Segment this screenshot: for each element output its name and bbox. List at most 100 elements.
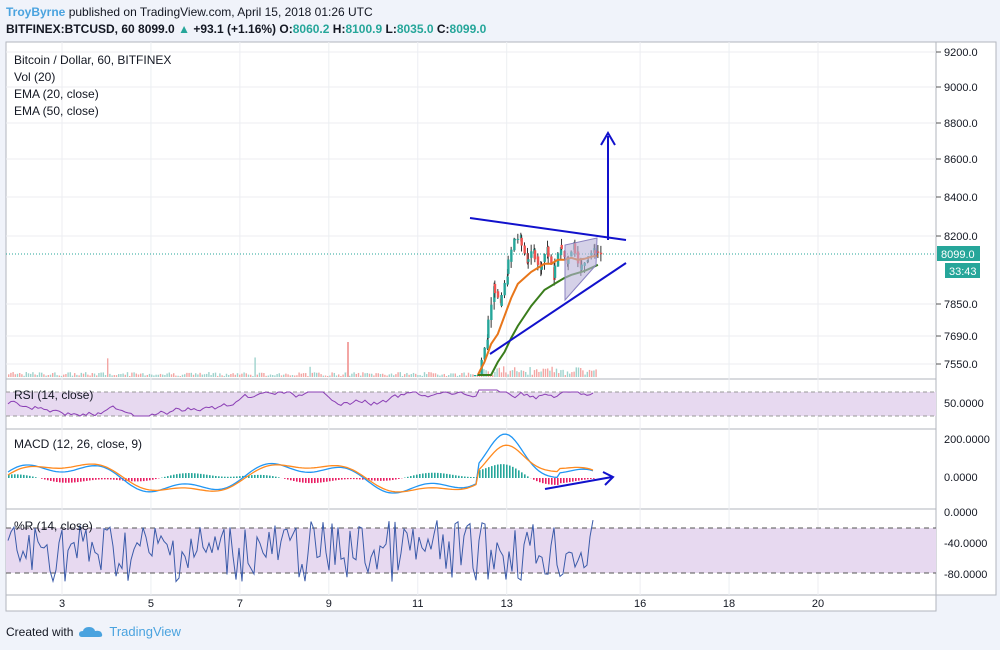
legend-macd[interactable]: MACD (12, 26, close, 9): [14, 437, 143, 451]
macd-histogram-bar: [23, 474, 25, 478]
time-tick-labels: 3 5 7 9 11 13 16 18 20: [59, 598, 824, 610]
triangle-fill-shape[interactable]: [564, 237, 598, 302]
time-axis[interactable]: [5, 594, 937, 612]
macd-histogram-bar: [581, 478, 583, 481]
price-tick-label: 9200.0: [944, 47, 978, 59]
volume-bar: [586, 371, 588, 377]
volume-bar: [10, 372, 12, 377]
volume-bar: [166, 373, 168, 377]
legend-rsi[interactable]: RSI (14, close): [14, 388, 94, 402]
volume-bar: [373, 375, 375, 377]
macd-histogram-bar: [215, 475, 217, 478]
macd-divergence-arrow[interactable]: [544, 476, 613, 490]
volume-bar: [533, 370, 536, 377]
macd-histogram-bar: [347, 478, 349, 480]
volume-bar: [593, 370, 595, 377]
macd-histogram-bar: [518, 470, 520, 478]
volume-bar: [456, 375, 459, 377]
indicator-tick-label: 50.0000: [944, 398, 984, 410]
volume-bar: [148, 373, 151, 377]
volume-bar: [384, 374, 386, 377]
volume-bar: [500, 372, 503, 377]
time-tick-label: 20: [812, 598, 824, 610]
volume-bar: [252, 375, 254, 377]
volume-bar: [85, 372, 87, 377]
legend-vol[interactable]: Vol (20): [14, 70, 56, 84]
volume-bar: [575, 367, 577, 377]
macd-histogram-bar: [41, 478, 43, 479]
upper-trendline[interactable]: [469, 217, 627, 241]
macd-histogram-bar: [179, 473, 181, 478]
candle-body: [493, 283, 497, 294]
macd-histogram-bar: [428, 472, 430, 478]
macd-histogram-bar: [338, 478, 340, 480]
legend-ema50[interactable]: EMA (50, close): [14, 104, 99, 118]
volume-bar: [553, 372, 555, 377]
volume-bar: [305, 373, 307, 377]
volume-bar: [467, 372, 470, 377]
volume-bar: [82, 373, 85, 377]
macd-histogram-bar: [110, 478, 112, 480]
volume-bar: [49, 374, 52, 377]
lower-trendline[interactable]: [489, 262, 627, 355]
volume-bar: [69, 372, 71, 377]
price-pane[interactable]: [5, 41, 937, 380]
macd-histogram-bar: [329, 478, 331, 482]
volume-bar: [318, 372, 320, 377]
tradingview-cloud-icon: [79, 626, 103, 637]
macd-histogram-bar: [89, 478, 91, 481]
up-arrow-icon: ▲: [178, 22, 190, 36]
volume-bar: [351, 373, 353, 377]
macd-histogram-bar: [566, 478, 568, 483]
indicator-scale-labels: 50.0000 200.0000 0.0000 0.0000 -40.0000 -80.0…: [944, 398, 990, 581]
volume-bar: [320, 374, 322, 377]
macd-histogram-bar: [206, 474, 208, 478]
price-scale[interactable]: [935, 41, 997, 596]
volume-bar: [280, 375, 283, 377]
macd-histogram-bar: [65, 478, 67, 483]
volume-bar: [588, 369, 591, 377]
volume-bar: [542, 368, 544, 377]
volume-bar: [52, 373, 54, 377]
macd-histogram-bar: [305, 478, 307, 483]
macd-histogram-bar: [575, 478, 577, 482]
volume-bar: [269, 374, 272, 377]
macd-histogram-bar: [101, 478, 103, 480]
candle-body: [599, 252, 603, 255]
volume-bar: [562, 369, 564, 377]
legend-wr[interactable]: %R (14, close): [14, 519, 93, 533]
macd-histogram-bar: [467, 476, 469, 478]
macd-histogram-bar: [287, 478, 289, 480]
volume-bar: [347, 342, 349, 377]
volume-bar: [393, 375, 395, 377]
publish-line: TroyByrne published on TradingView.com, …: [6, 5, 373, 19]
volume-bar: [41, 372, 43, 377]
indicator-tick-label: -40.0000: [944, 538, 987, 550]
macd-histogram-bar: [98, 478, 100, 480]
tradingview-link[interactable]: TradingView: [109, 624, 181, 639]
symbol-label: BITFINEX:BTCUSD, 60: [6, 22, 135, 36]
volume-bar: [247, 374, 250, 377]
volume-bar: [386, 375, 388, 377]
volume-bar: [355, 373, 357, 377]
macd-histogram-bar: [275, 476, 277, 478]
volume-bar: [432, 373, 434, 377]
volume-bar: [448, 375, 450, 377]
macd-histogram-bar: [59, 478, 61, 483]
volume-bar: [492, 374, 494, 377]
volume-bar: [186, 372, 188, 377]
volume-bar: [107, 358, 109, 377]
volume-bar: [239, 374, 241, 377]
macd-histogram-bar: [74, 478, 76, 483]
countdown-text: 33:43: [949, 266, 977, 278]
author-link[interactable]: TroyByrne: [6, 5, 66, 19]
macd-histogram-bar: [584, 478, 586, 480]
legend-ema20[interactable]: EMA (20, close): [14, 87, 99, 101]
macd-pane[interactable]: [5, 428, 937, 510]
macd-histogram-bar: [455, 475, 457, 478]
macd-histogram-bar: [452, 474, 454, 478]
volume-bar: [307, 375, 309, 377]
candle-body: [486, 339, 489, 349]
candle-body: [473, 375, 477, 376]
